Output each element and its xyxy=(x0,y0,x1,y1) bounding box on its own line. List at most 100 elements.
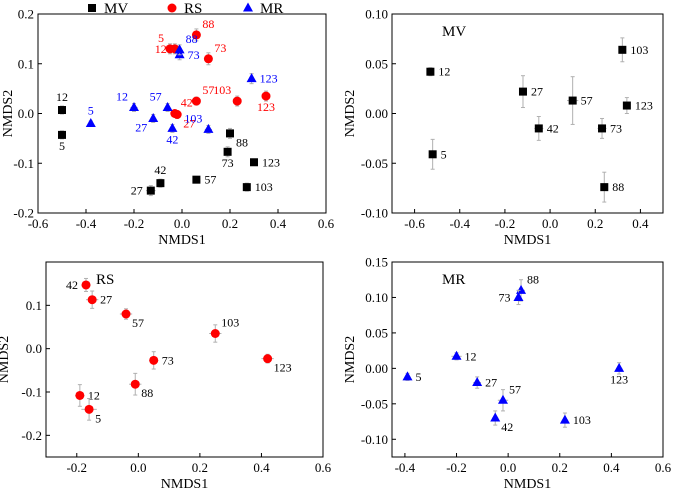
point-rs-103 xyxy=(232,96,242,106)
x-tick-label: 0.4 xyxy=(632,216,649,231)
point-label: 5 xyxy=(158,31,164,45)
y-tick-label: 0.00 xyxy=(365,106,388,121)
x-tick-label: 0.2 xyxy=(192,460,208,475)
point-rs-73 xyxy=(203,54,213,64)
panel-title: RS xyxy=(96,272,114,288)
point-rs-123 xyxy=(263,354,273,364)
point-rs-42 xyxy=(81,280,91,290)
point-label: 88 xyxy=(202,17,214,31)
x-axis-label: NMDS1 xyxy=(504,233,551,248)
plot-frame xyxy=(391,261,664,458)
point-mv-57 xyxy=(192,175,201,184)
point-label: 5 xyxy=(415,370,421,384)
point-label: 73 xyxy=(188,48,200,62)
y-tick-label: 0.15 xyxy=(365,255,388,270)
legend-marker-mv xyxy=(88,4,96,12)
y-axis-label: NMDS2 xyxy=(343,90,358,137)
point-rs-27 xyxy=(87,295,97,305)
panel-title: MV xyxy=(442,24,466,40)
x-axis-label: NMDS1 xyxy=(504,477,551,492)
x-tick-label: 0.6 xyxy=(315,460,332,475)
point-mv-57 xyxy=(568,96,577,105)
point-label: 42 xyxy=(501,420,513,434)
point-label: 57 xyxy=(204,173,216,187)
y-tick-label: 0.05 xyxy=(365,325,388,340)
point-mr-123 xyxy=(614,362,625,372)
point-mv-88 xyxy=(600,183,609,192)
panel-all: -0.6 -0.4 -0.2 0.0 0.2 0.4 0.6 -0.2 -0.1 0.0 0.1 0.… xyxy=(1,7,335,249)
series-rs: 42 27 57 103 73 123 88 12 5 xyxy=(66,277,292,425)
point-rs-88 xyxy=(130,379,140,389)
point-label: 123 xyxy=(635,99,653,113)
point-label: 57 xyxy=(150,90,162,104)
point-label: 123 xyxy=(274,361,292,375)
y-tick-label: 0.0 xyxy=(26,341,42,356)
point-label: 27 xyxy=(183,116,195,130)
point-label: 88 xyxy=(186,32,198,46)
y-tick-label: -0.05 xyxy=(361,396,388,411)
point-label: 12 xyxy=(155,42,167,56)
point-label: 103 xyxy=(255,180,273,194)
point-mr-73 xyxy=(513,291,524,301)
point-mr-5 xyxy=(402,371,413,381)
y-tick-label: -0.1 xyxy=(13,156,34,171)
point-mv-123 xyxy=(250,158,258,167)
x-tick-label: 0.4 xyxy=(253,460,270,475)
x-tick-label: -0.6 xyxy=(28,216,49,231)
x-tick-label: -0.6 xyxy=(404,216,425,231)
plot-frame xyxy=(45,261,324,458)
y-tick-label: 0.1 xyxy=(26,298,42,313)
x-tick-label: 0.0 xyxy=(500,460,516,475)
y-tick-label: 0.2 xyxy=(18,7,34,22)
point-mr-123 xyxy=(246,73,257,83)
series-mv: 12 5 27 42 57 73 88 103 123 xyxy=(426,37,653,203)
point-label: 42 xyxy=(66,278,78,292)
x-tick-label: 0.6 xyxy=(318,216,335,231)
x-tick-label: 0.4 xyxy=(270,216,287,231)
point-label: 88 xyxy=(612,180,624,194)
x-tick-label: 0.2 xyxy=(587,216,603,231)
point-rs-42 xyxy=(170,109,180,118)
point-label: 57 xyxy=(581,94,593,108)
panel-rs: -0.2 0.0 0.2 0.4 0.6 -0.2 -0.1 0.0 0.1 NMDS1 NMDS2… xyxy=(0,261,332,492)
point-mv-103 xyxy=(242,183,251,192)
point-mv-5 xyxy=(58,130,66,139)
point-label: 123 xyxy=(260,72,278,86)
point-rs-57 xyxy=(121,309,131,319)
y-tick-label: 0.0 xyxy=(18,106,34,121)
x-tick-label: -0.2 xyxy=(124,216,145,231)
point-label: 5 xyxy=(441,147,447,161)
legend-label-mr: MR xyxy=(260,1,283,17)
point-label: 5 xyxy=(88,103,94,117)
point-label: 73 xyxy=(214,41,226,55)
panel-title: MR xyxy=(442,272,465,288)
point-mr-42 xyxy=(167,122,178,132)
x-tick-label: -0.4 xyxy=(449,216,470,231)
point-rs-103 xyxy=(210,329,220,338)
x-tick-label: 0.2 xyxy=(552,460,568,475)
legend: MV RS MR xyxy=(88,1,283,17)
point-mr-88 xyxy=(516,284,527,294)
point-label: 88 xyxy=(141,386,153,400)
point-mr-57 xyxy=(497,394,508,404)
y-tick-label: -0.05 xyxy=(361,156,388,171)
point-label: 12 xyxy=(56,90,68,104)
point-label: 27 xyxy=(485,376,497,390)
point-mv-12 xyxy=(58,106,66,115)
y-tick-label: 0.10 xyxy=(365,7,388,22)
point-label: 73 xyxy=(498,290,510,304)
x-axis-label: NMDS1 xyxy=(161,477,208,492)
point-mr-103 xyxy=(203,123,214,133)
panel-mv: -0.6 -0.4 -0.2 0.0 0.2 0.4 -0.10 -0.05 0.00 0.05 0… xyxy=(343,7,664,248)
legend-marker-mr xyxy=(243,2,253,12)
point-rs-5 xyxy=(84,404,94,414)
x-tick-label: -0.2 xyxy=(66,460,87,475)
point-label: 42 xyxy=(166,132,178,146)
x-tick-label: 0.0 xyxy=(542,216,558,231)
point-label: 88 xyxy=(236,135,248,149)
point-mr-88 xyxy=(174,44,185,54)
point-label: 103 xyxy=(184,111,202,125)
x-tick-label: 0.0 xyxy=(130,460,146,475)
